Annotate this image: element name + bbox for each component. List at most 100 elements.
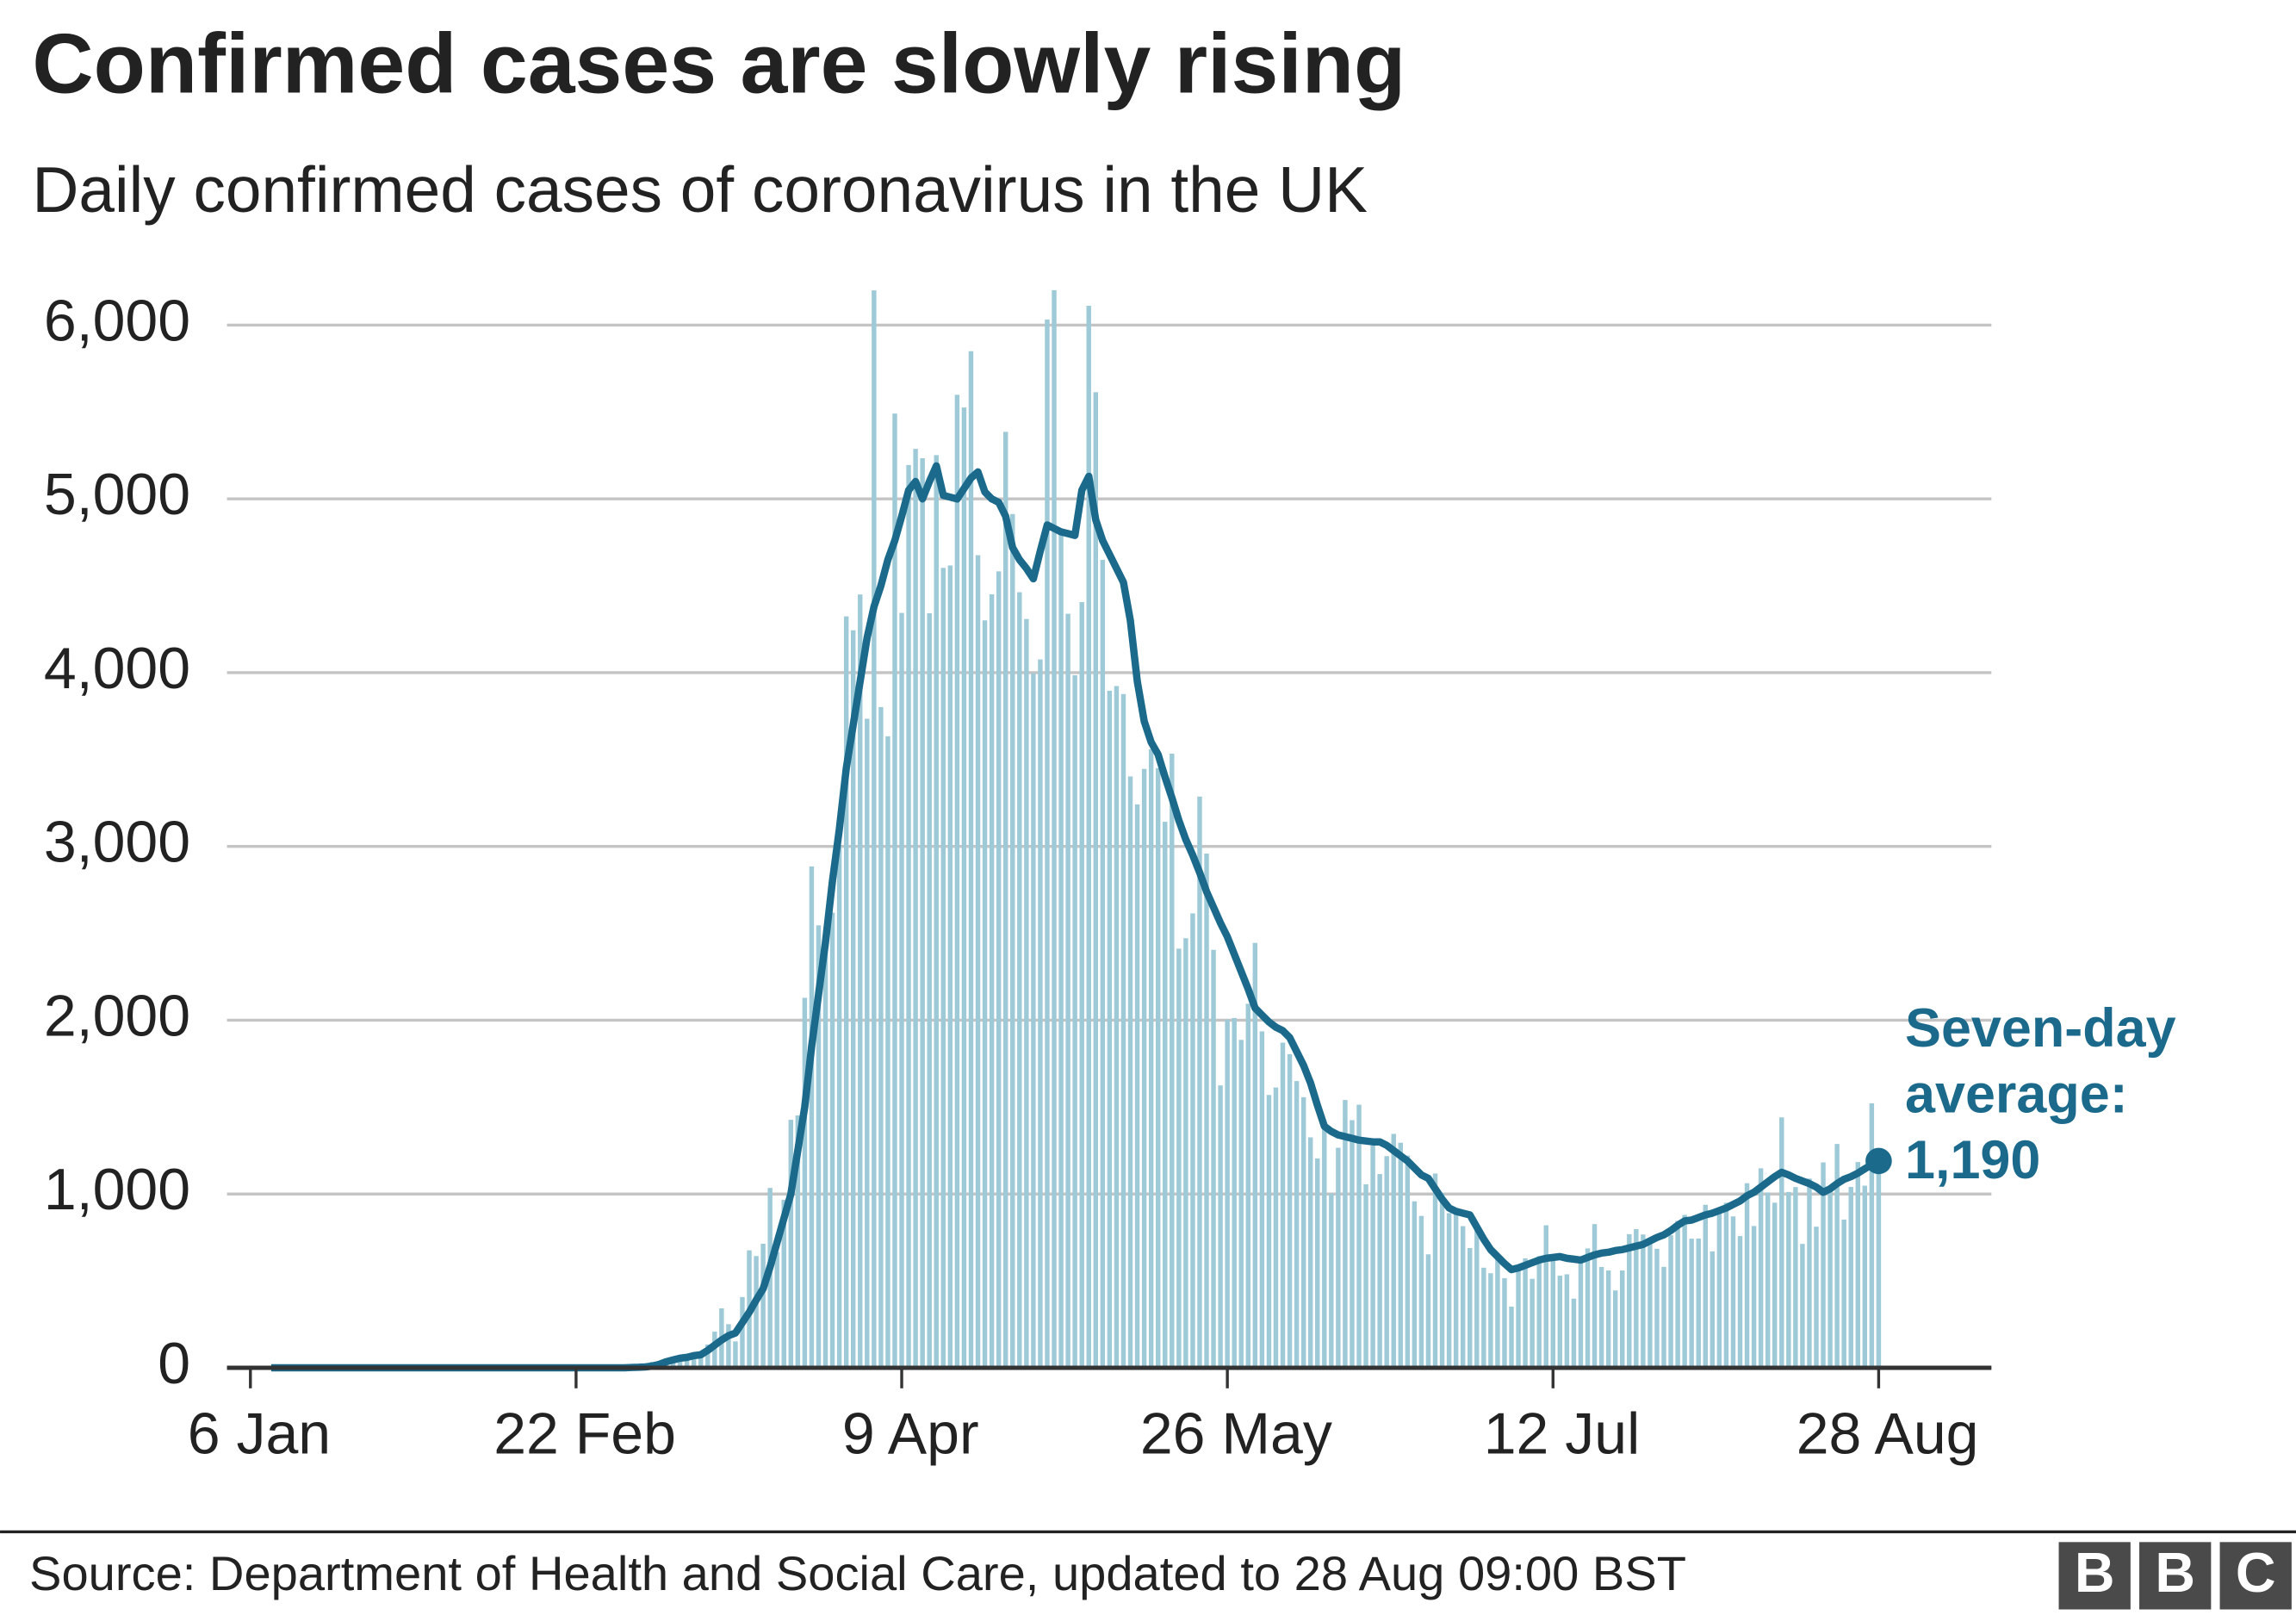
bar <box>1065 613 1070 1369</box>
bar <box>1571 1298 1577 1369</box>
bar <box>1848 1186 1853 1369</box>
bar <box>733 1341 738 1369</box>
annotation: Seven-day <box>1905 998 2176 1059</box>
bar <box>1772 1202 1778 1369</box>
bar <box>670 1360 676 1369</box>
bar <box>1418 1215 1424 1369</box>
bar <box>1523 1258 1528 1369</box>
bar <box>1730 1216 1736 1369</box>
bar <box>1010 513 1015 1369</box>
end-point <box>1865 1147 1892 1175</box>
bar <box>802 997 808 1369</box>
bar <box>1176 948 1182 1369</box>
bar <box>836 844 842 1369</box>
bar <box>1605 1270 1611 1369</box>
bar <box>1716 1213 1722 1369</box>
bar <box>1336 1147 1341 1369</box>
logo-box <box>2139 1542 2212 1610</box>
bar <box>1648 1238 1653 1369</box>
bar <box>726 1324 731 1369</box>
bar <box>1405 1155 1411 1369</box>
bar <box>822 945 828 1369</box>
bar <box>1751 1226 1757 1369</box>
bar <box>1598 1266 1604 1369</box>
bar <box>1654 1248 1660 1369</box>
bar <box>1294 1081 1300 1369</box>
bar <box>1814 1227 1819 1369</box>
bar <box>1245 1003 1251 1369</box>
bar <box>1592 1224 1598 1369</box>
x-tick-label: 28 Aug <box>1796 1401 1979 1467</box>
bar <box>1509 1306 1514 1369</box>
bar <box>913 449 918 1369</box>
bar <box>1432 1173 1438 1369</box>
bar <box>843 616 849 1369</box>
bar <box>1557 1276 1563 1369</box>
logo-letter: B <box>2155 1542 2195 1604</box>
bar <box>1391 1134 1396 1369</box>
bar <box>865 718 870 1369</box>
bar <box>1120 693 1126 1369</box>
bar <box>1307 1137 1313 1369</box>
bar <box>1474 1223 1480 1369</box>
bar <box>1322 1127 1327 1369</box>
bar <box>1502 1277 1507 1369</box>
bar <box>1495 1259 1500 1369</box>
bar <box>1038 659 1043 1369</box>
x-tick-label: 12 Jul <box>1484 1401 1640 1467</box>
bar <box>781 1199 786 1369</box>
bar <box>982 620 988 1369</box>
bar <box>1488 1273 1493 1369</box>
bar <box>1300 1096 1306 1369</box>
bar <box>691 1358 697 1369</box>
bar <box>1163 822 1168 1369</box>
bar <box>1045 319 1050 1369</box>
bar <box>1350 1120 1355 1369</box>
bar <box>809 866 815 1369</box>
bar <box>1114 686 1120 1369</box>
bar <box>1793 1187 1798 1369</box>
y-tick-label: 2,000 <box>44 983 190 1048</box>
bar <box>1821 1162 1826 1369</box>
bar <box>1481 1267 1486 1369</box>
bar <box>816 925 822 1369</box>
bar <box>858 594 863 1369</box>
bar <box>1744 1183 1750 1369</box>
bar <box>1211 949 1216 1369</box>
bar <box>1765 1192 1771 1369</box>
bar <box>774 1252 779 1369</box>
bar <box>1232 1017 1237 1369</box>
bar <box>829 912 835 1369</box>
bar <box>1204 853 1209 1369</box>
bar <box>1086 306 1091 1369</box>
bar <box>1017 592 1022 1369</box>
bar <box>947 565 953 1369</box>
bar <box>1052 289 1057 1369</box>
bar <box>1620 1270 1625 1369</box>
bar <box>698 1353 704 1369</box>
bar <box>1439 1193 1445 1369</box>
bar <box>1280 1042 1286 1369</box>
bar <box>975 555 981 1369</box>
bar <box>968 351 974 1369</box>
bar <box>1550 1254 1556 1369</box>
bar <box>1834 1144 1840 1369</box>
bar <box>1190 913 1195 1369</box>
y-tick-label: 4,000 <box>44 636 190 701</box>
logo-box <box>2058 1542 2131 1610</box>
bar <box>1266 1095 1272 1369</box>
bar <box>1425 1254 1431 1369</box>
bar <box>954 394 960 1369</box>
bar <box>1155 767 1161 1369</box>
bar <box>705 1344 711 1369</box>
bar <box>1468 1247 1473 1369</box>
bar <box>1737 1236 1743 1369</box>
bar <box>1841 1219 1846 1369</box>
bar <box>1377 1174 1382 1369</box>
bar <box>1170 753 1175 1369</box>
bar <box>1100 560 1106 1369</box>
bar <box>934 455 939 1369</box>
bar <box>1578 1256 1584 1369</box>
bar <box>892 413 897 1369</box>
bar <box>927 612 932 1369</box>
